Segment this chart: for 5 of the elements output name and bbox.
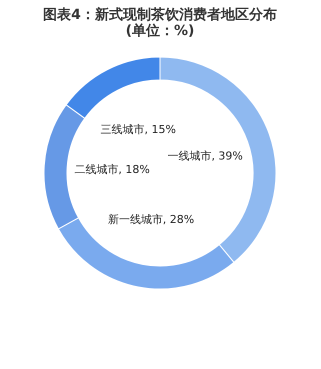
slice-label: 三线城市, 15% <box>100 123 176 136</box>
chart-title: 图表4：新式现制茶饮消费者地区分布 (单位：%) <box>43 6 277 39</box>
slice-label: 二线城市, 18% <box>74 162 150 176</box>
slice-label: 一线城市, 39% <box>167 150 243 163</box>
slice-label: 新一线城市, 28% <box>108 213 194 226</box>
